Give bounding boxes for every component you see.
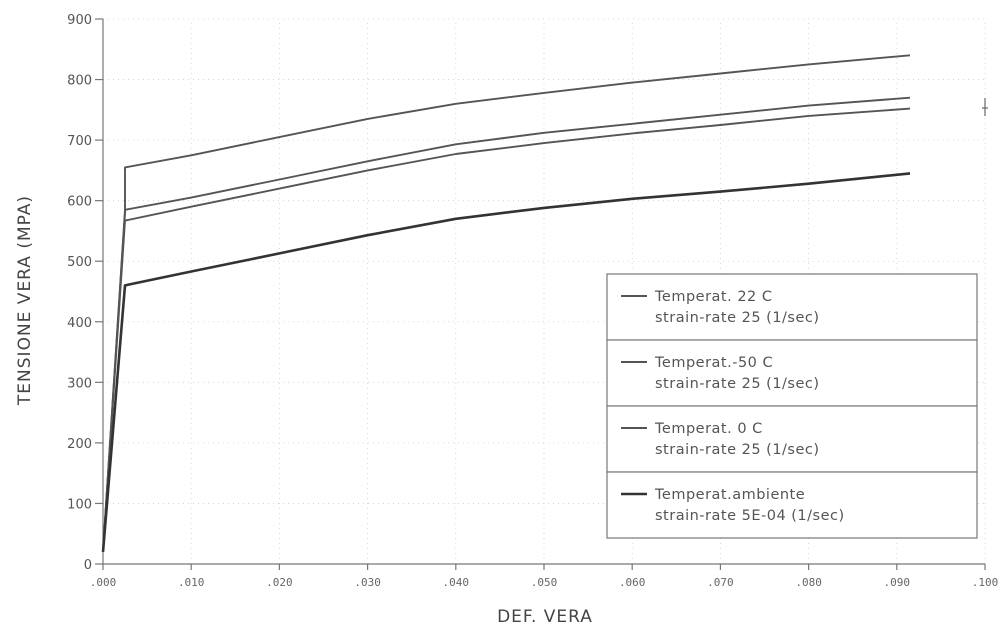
x-tick-label: .080 [795,576,822,589]
legend: Temperat. 22 C strain-rate 25 (1/sec) Temp… [606,273,978,539]
tick-labels: 0 100 200 300 400 500 600 700 800 900 .000 .010 .020… [67,13,998,589]
x-tick-label: .010 [178,576,205,589]
series-line-3 [102,107,911,552]
x-tick-label: .000 [90,576,117,589]
legend-label-4: Temperat.ambiente [654,487,805,503]
x-tick-label: .070 [707,576,734,589]
y-tick-label: 800 [67,74,92,89]
y-tick-label: 200 [67,437,92,452]
y-tick-label: 100 [67,497,92,512]
series-line-1 [102,54,911,552]
legend-label-3: Temperat. 0 C [654,421,763,437]
legend-label-3: strain-rate 25 (1/sec) [655,442,820,458]
x-tick-label: .090 [884,576,911,589]
legend-box-1 [606,273,978,341]
y-tick-label: 500 [67,255,92,270]
series-lines [101,54,911,553]
legend-label-2: Temperat.-50 C [654,355,773,371]
legend-box-2 [606,339,978,407]
series-line-2 [102,96,911,552]
y-tick-label: 600 [67,195,92,210]
x-tick-label: .030 [354,576,381,589]
y-tick-label: 300 [67,376,92,391]
legend-box-4 [606,471,978,539]
y-axis-title: TENSIONE VERA (MPA) [15,195,35,406]
y-tick-label: 700 [67,134,92,149]
stray-mark [982,98,988,116]
legend-label-4: strain-rate 5E-04 (1/sec) [655,508,845,524]
x-tick-label: .020 [266,576,293,589]
y-tick-label: 400 [67,316,92,331]
x-tick-label: .060 [619,576,646,589]
axes [95,18,986,570]
y-tick-label: 900 [67,13,92,28]
x-tick-label: .040 [443,576,470,589]
y-tick-label: 0 [84,558,92,573]
series-line-4 [101,172,911,553]
x-tick-label: .050 [531,576,558,589]
legend-box-3 [606,405,978,473]
legend-label-1: strain-rate 25 (1/sec) [655,310,820,326]
x-axis-title: DEF. VERA [497,607,593,627]
x-tick-label: .100 [972,576,999,589]
legend-label-2: strain-rate 25 (1/sec) [655,376,820,392]
legend-label-1: Temperat. 22 C [654,289,773,305]
